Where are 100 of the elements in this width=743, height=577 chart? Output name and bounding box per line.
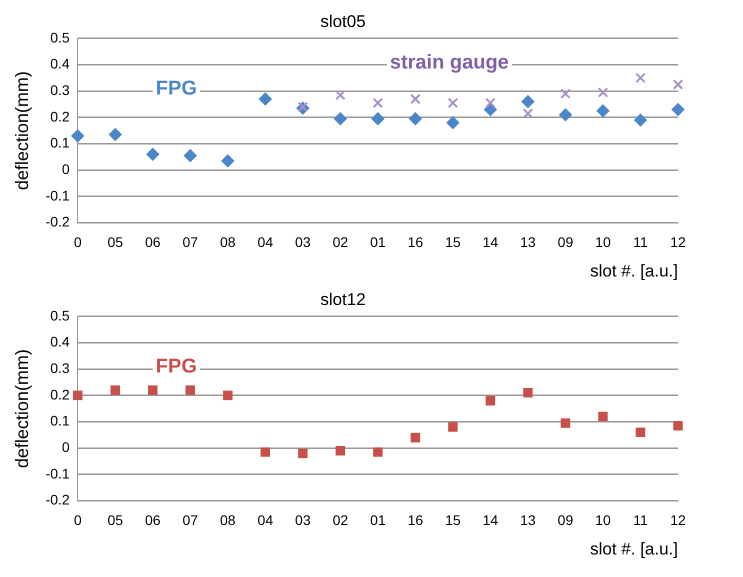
x-tick-label: 12 <box>670 512 686 528</box>
x-tick-label: 11 <box>633 234 648 250</box>
y-tick-label: 0.2 <box>50 108 70 124</box>
chart-title: slot12 <box>320 290 366 309</box>
y-tick-label: 0.4 <box>50 56 70 72</box>
y-tick-label: 0.1 <box>50 412 70 429</box>
x-tick-label: 09 <box>558 512 574 528</box>
x-tick-label: 10 <box>595 234 611 250</box>
y-tick-label: 0 <box>62 160 70 177</box>
y-tick-label: -0.1 <box>46 465 70 482</box>
point <box>298 102 308 112</box>
x-tick-label: 05 <box>107 234 124 250</box>
y-tick-label: 0.3 <box>50 360 70 376</box>
point <box>560 418 570 428</box>
point <box>336 446 346 456</box>
chart-title: slot05 <box>320 12 366 31</box>
point <box>298 448 308 458</box>
y-tick-label: -0.2 <box>46 214 70 230</box>
x-tick-label: 07 <box>182 234 198 250</box>
x-axis-title: slot #. [a.u.] <box>590 261 678 280</box>
point <box>410 432 420 442</box>
y-tick-label: 0.3 <box>50 82 70 98</box>
y-tick-label: 0.5 <box>50 29 70 46</box>
y-tick-label: 0.5 <box>50 307 70 324</box>
x-tick-label: 03 <box>295 512 311 528</box>
point <box>523 388 533 398</box>
point <box>521 95 534 108</box>
x-tick-label: 15 <box>445 512 461 528</box>
point <box>598 412 608 422</box>
point <box>486 396 496 406</box>
point <box>148 385 158 395</box>
point <box>373 447 383 457</box>
x-tick-label: 16 <box>408 234 424 250</box>
point <box>71 129 84 142</box>
x-tick-label: 15 <box>445 234 461 250</box>
point <box>223 390 233 400</box>
point <box>560 88 571 99</box>
point <box>446 116 460 130</box>
point <box>448 98 458 108</box>
point <box>186 385 196 395</box>
x-tick-label: 04 <box>258 234 274 250</box>
y-tick-label: -0.1 <box>46 187 70 204</box>
series-label: strain gauge <box>390 52 509 74</box>
point <box>221 154 234 168</box>
point <box>636 428 646 438</box>
x-tick-label: 06 <box>144 512 161 528</box>
x-tick-label: 13 <box>520 512 536 528</box>
x-tick-label: 14 <box>482 234 498 250</box>
x-tick-label: 02 <box>332 234 348 250</box>
x-axis-title: slot #. [a.u.] <box>590 539 678 558</box>
x-tick-label: 08 <box>220 234 236 250</box>
x-tick-label: 09 <box>558 234 574 250</box>
point <box>672 79 684 90</box>
point <box>558 108 572 122</box>
point <box>672 103 684 116</box>
x-tick-label: 02 <box>332 512 348 528</box>
x-tick-label: 13 <box>520 234 536 250</box>
point <box>598 87 608 98</box>
y-axis-title: deflection(mm) <box>12 71 32 190</box>
point <box>371 112 384 126</box>
x-tick-label: 03 <box>295 234 311 250</box>
point <box>410 94 421 104</box>
x-tick-label: 11 <box>633 512 648 528</box>
y-tick-label: 0.4 <box>50 334 70 350</box>
point <box>72 390 82 400</box>
point <box>596 104 610 118</box>
point <box>260 447 270 457</box>
y-tick-label: -0.2 <box>46 492 70 508</box>
x-tick-label: 01 <box>370 234 386 250</box>
x-tick-label: 05 <box>107 512 124 528</box>
y-tick-label: 0.2 <box>50 386 70 402</box>
point <box>146 148 160 161</box>
x-tick-label: 07 <box>182 512 198 528</box>
text: FPG <box>156 77 197 100</box>
point <box>258 92 272 106</box>
point <box>485 98 496 108</box>
x-tick-label: 12 <box>670 234 686 250</box>
x-tick-label: 01 <box>370 512 386 528</box>
x-tick-label: 14 <box>482 512 498 528</box>
point <box>408 112 422 126</box>
point <box>448 422 458 432</box>
point <box>635 72 646 84</box>
point <box>673 420 683 430</box>
series-label: FPG <box>156 355 197 378</box>
x-tick-label: 0 <box>74 512 82 528</box>
point <box>372 98 384 108</box>
x-tick-label: 04 <box>258 512 274 528</box>
point <box>108 128 122 142</box>
point <box>335 90 346 100</box>
x-tick-label: 16 <box>408 512 424 528</box>
x-tick-label: 06 <box>144 234 161 250</box>
y-axis-title: deflection(mm) <box>12 349 32 468</box>
x-tick-label: 10 <box>595 512 611 528</box>
x-tick-label: 08 <box>220 512 236 528</box>
point <box>110 385 120 395</box>
point <box>334 112 347 126</box>
point <box>184 149 197 162</box>
point <box>634 114 647 127</box>
y-tick-label: 0 <box>62 438 70 455</box>
y-tick-label: 0.1 <box>50 134 70 151</box>
